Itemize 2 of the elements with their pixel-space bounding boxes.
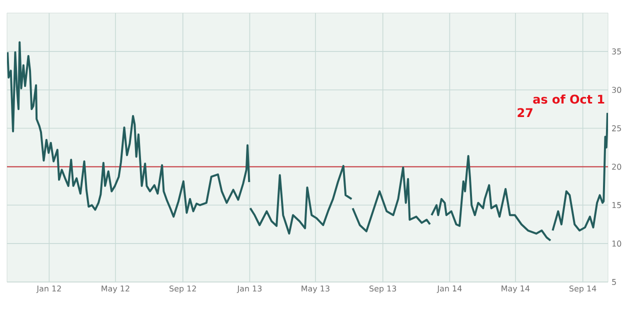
annotation: as of Oct 1 [533, 94, 604, 104]
annotation: 27 [518, 108, 532, 117]
